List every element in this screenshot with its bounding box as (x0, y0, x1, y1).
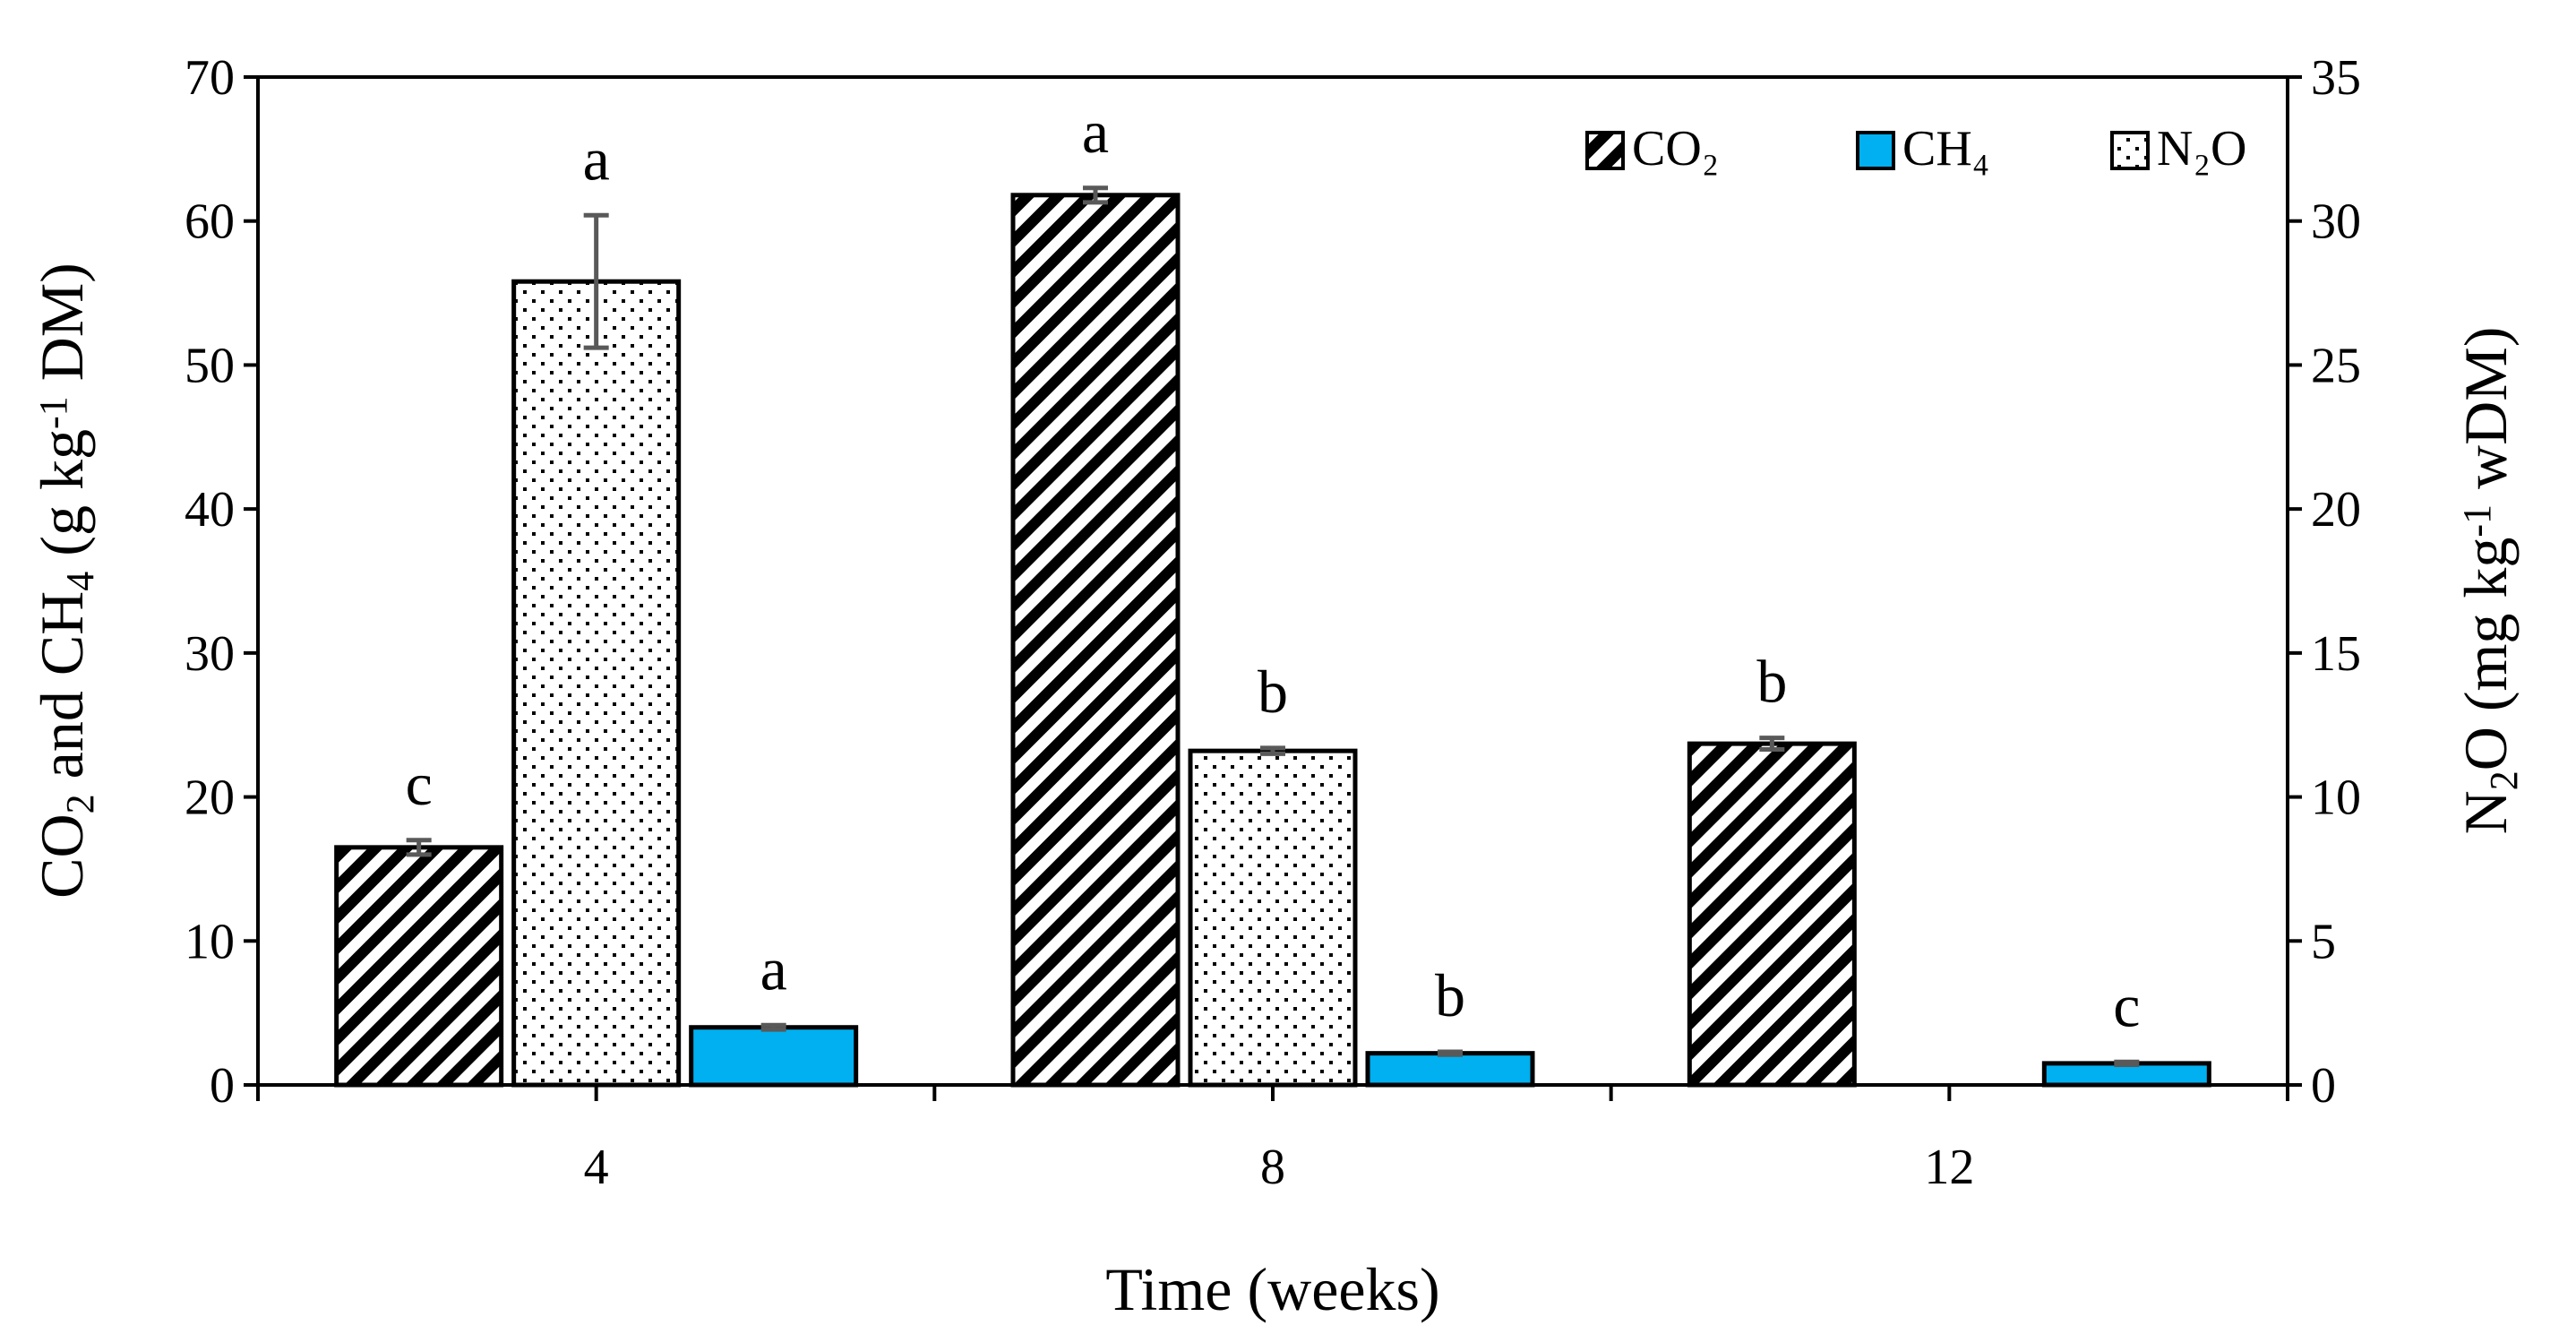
bars: c a b a b a b c (334, 98, 2211, 1088)
axis-title-part: N (2451, 790, 2520, 834)
left-axis-tick-label: 50 (185, 338, 235, 393)
right-axis-ticks: 0 5 10 15 20 25 30 35 (2288, 50, 2361, 1114)
axis-title-part: 2 (58, 794, 102, 813)
right-axis-tick-label: 15 (2311, 626, 2361, 682)
right-axis-tick-label: 0 (2311, 1058, 2336, 1114)
left-axis-tick-label: 60 (185, 194, 235, 250)
axis-title-part: O (mg kg (2451, 538, 2520, 771)
x-axis-ticks: 4 8 12 (256, 1085, 2289, 1195)
bar-diagonal-stripes-4 (334, 845, 504, 1088)
axis-title-part: 4 (58, 572, 102, 591)
significance-letter: c (406, 750, 433, 818)
bar-dots-8 (1188, 748, 1358, 1088)
left-axis-tick-label: 0 (210, 1058, 235, 1114)
significance-letter: c (2113, 971, 2140, 1039)
axis-title-part: CO (28, 813, 96, 898)
left-axis-tick-label: 70 (185, 50, 235, 106)
legend-label: CO₂ (1632, 121, 1719, 176)
left-axis-tick-label: 40 (185, 482, 235, 538)
right-axis-tick-label: 25 (2311, 338, 2361, 393)
right-axis-tick-label: 35 (2311, 50, 2361, 106)
right-axis-title: N2O (mg kg-1 wDM) (2451, 327, 2526, 835)
legend-swatch-diagonal-stripes (1585, 131, 1625, 170)
axis-title-part: 2 (2482, 770, 2526, 790)
legend-label: N₂O (2157, 121, 2246, 176)
x-axis-tick-label: 12 (1924, 1140, 1974, 1195)
x-axis-tick-label: 4 (584, 1140, 609, 1195)
right-axis-tick-label: 30 (2311, 194, 2361, 250)
left-axis-title: CO2 and CH4 (g kg-1 DM) (28, 262, 102, 899)
legend-label: CH₄ (1902, 121, 1989, 176)
significance-letter: b (1435, 961, 1465, 1029)
bar-dots-4 (511, 279, 682, 1088)
bar-diagonal-stripes-8 (1010, 193, 1181, 1088)
significance-letter: a (583, 125, 610, 193)
legend-swatch-dots (2110, 131, 2150, 170)
legend-swatch-solid (1856, 131, 1895, 170)
left-axis-tick-label: 20 (185, 770, 235, 826)
axis-title-part: wDM) (2451, 327, 2520, 504)
right-axis-tick-label: 20 (2311, 482, 2361, 538)
axis-title-part: and CH (28, 591, 96, 795)
bar-solid-4 (689, 1025, 859, 1088)
significance-letter: a (1082, 98, 1109, 166)
axis-title-part: DM) (28, 262, 96, 396)
legend: CO₂ CH₄ N₂O (1585, 121, 2246, 176)
x-axis-title: Time (weeks) (1105, 1255, 1439, 1323)
left-axis-ticks: 0 10 20 30 40 50 60 70 (185, 50, 258, 1114)
x-axis-tick-label: 8 (1260, 1140, 1285, 1195)
bar-solid-8 (1365, 1051, 1535, 1088)
bar-diagonal-stripes-12 (1687, 741, 1857, 1088)
right-axis-tick-label: 10 (2311, 770, 2361, 826)
significance-letter: b (1258, 658, 1288, 726)
left-axis-tick-label: 30 (185, 626, 235, 682)
right-axis-tick-label: 5 (2311, 914, 2336, 969)
axis-title-part: -1 (2455, 504, 2499, 538)
axis-title-part: (g kg (28, 429, 96, 572)
significance-letter: a (760, 934, 787, 1003)
left-axis-tick-label: 10 (185, 914, 235, 969)
axis-title-part: -1 (31, 396, 75, 429)
significance-letter: b (1756, 648, 1787, 716)
